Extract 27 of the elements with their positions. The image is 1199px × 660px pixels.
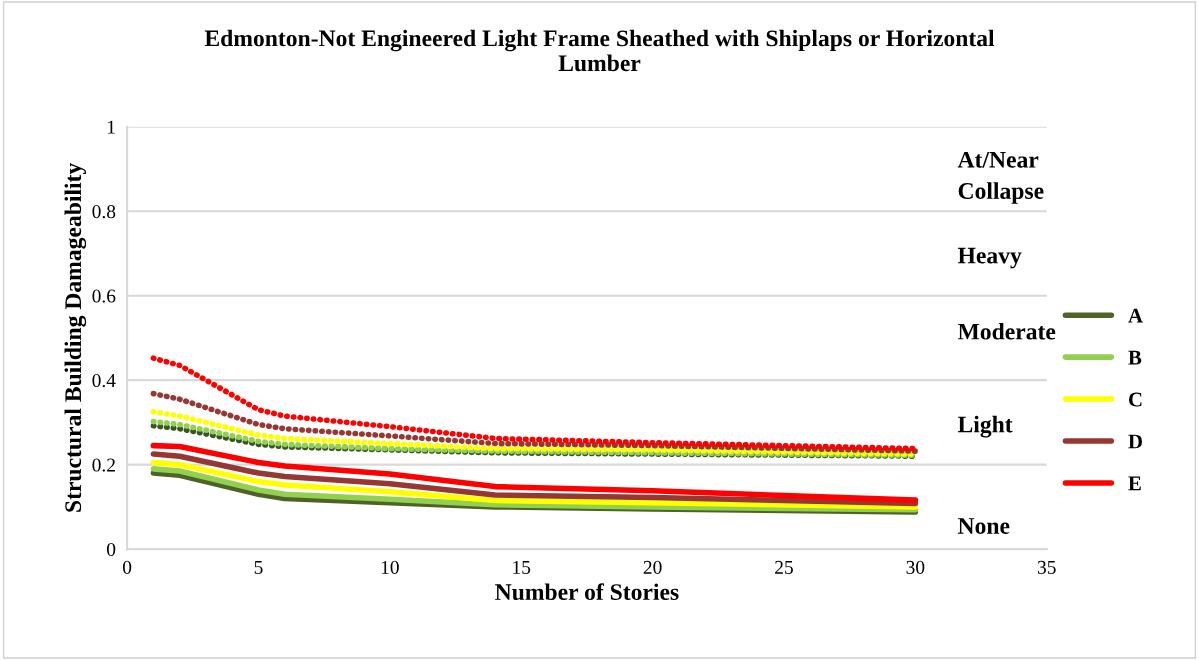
annotation: Light	[957, 415, 1013, 438]
y-tick-label: 0.6	[92, 289, 116, 303]
annotation: None	[957, 518, 1010, 534]
x-tick-label: 30	[906, 560, 925, 574]
x-tick-label: 0	[122, 560, 132, 574]
chart-title: Edmonton-Not Engineered Light Frame Sheathed with Shiplaps or Horizontal Lumber	[204, 29, 995, 72]
y-axis-title: Structural Building Damageability	[64, 163, 87, 512]
legend-label: C	[1129, 392, 1142, 407]
y-tick-label: 0.8	[92, 205, 116, 219]
y-tick-label: 1	[107, 120, 115, 134]
legend-label: A	[1128, 308, 1143, 323]
legend-label: D	[1128, 434, 1142, 449]
x-tick-label: 5	[254, 560, 263, 574]
y-tick-label: 0.2	[92, 458, 115, 472]
legend-label: E	[1128, 476, 1141, 491]
x-tick-label: 25	[775, 560, 793, 574]
x-tick-label: 20	[643, 560, 662, 574]
x-tick-label: 10	[381, 560, 399, 574]
x-axis-title: Number of Stories	[495, 583, 679, 601]
x-tick-label: 15	[513, 560, 531, 574]
y-tick-label: 0	[107, 542, 116, 557]
legend-label: B	[1128, 350, 1142, 365]
y-tick-label: 0.4	[92, 373, 116, 388]
x-tick-label: 35	[1037, 560, 1056, 574]
annotation: At/Near Collapse	[957, 151, 1044, 204]
annotation: Moderate	[957, 322, 1056, 340]
annotation: Heavy	[957, 247, 1022, 269]
